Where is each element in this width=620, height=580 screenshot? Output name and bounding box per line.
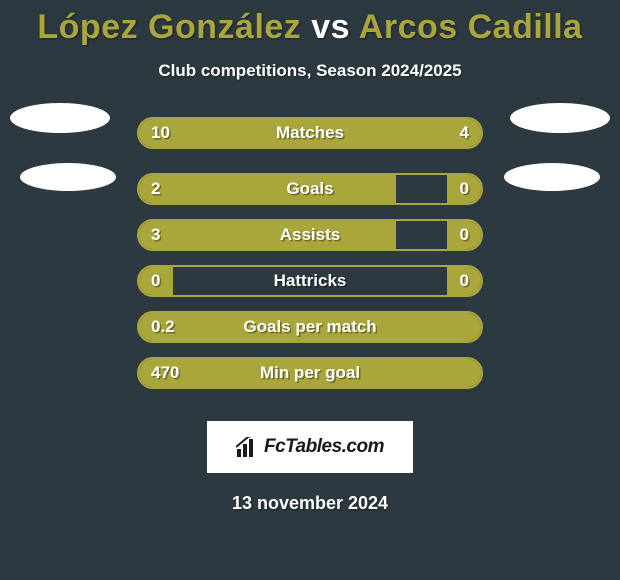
stat-bar: 0.2 Goals per match	[137, 311, 483, 343]
stat-bar: 10 4 Matches	[137, 117, 483, 149]
stat-row: 3 0 Assists	[0, 219, 620, 265]
stat-bar: 0 0 Hattricks	[137, 265, 483, 297]
stat-value-left: 2	[151, 175, 160, 203]
vs-label: vs	[311, 8, 350, 46]
player2-club-placeholder	[504, 163, 600, 191]
stat-bar-left	[139, 175, 396, 203]
subtitle: Club competitions, Season 2024/2025	[0, 61, 620, 81]
player1-avatar-placeholder	[10, 103, 110, 133]
stat-value-right: 0	[460, 175, 469, 203]
title: López González vs Arcos Cadilla	[0, 8, 620, 47]
brand-box: FcTables.com	[207, 421, 413, 473]
stat-value-left: 0.2	[151, 313, 175, 341]
stat-value-right: 0	[460, 221, 469, 249]
stat-value-left: 10	[151, 119, 170, 147]
stat-bar: 3 0 Assists	[137, 219, 483, 251]
stat-bar-left	[139, 221, 396, 249]
stats-rows: 10 4 Matches 2 0 Goals 3 0 Assists	[0, 117, 620, 403]
stat-value-right: 4	[460, 119, 469, 147]
stat-bar-left	[139, 119, 382, 147]
brand-text: FcTables.com	[264, 436, 384, 458]
stat-bar-left	[139, 359, 481, 387]
stat-bar: 470 Min per goal	[137, 357, 483, 389]
stat-bar: 2 0 Goals	[137, 173, 483, 205]
stat-row: 0.2 Goals per match	[0, 311, 620, 357]
date-label: 13 november 2024	[0, 493, 620, 514]
stat-value-left: 3	[151, 221, 160, 249]
player2-avatar-placeholder	[510, 103, 610, 133]
stat-row: 470 Min per goal	[0, 357, 620, 403]
comparison-card: López González vs Arcos Cadilla Club com…	[0, 0, 620, 514]
stat-value-left: 470	[151, 359, 179, 387]
stat-label: Hattricks	[139, 267, 481, 295]
bar-chart-icon	[236, 437, 260, 457]
player2-name: Arcos Cadilla	[359, 8, 583, 46]
stat-value-left: 0	[151, 267, 160, 295]
stat-row: 2 0 Goals	[0, 173, 620, 219]
stat-row: 0 0 Hattricks	[0, 265, 620, 311]
player1-name: López González	[37, 8, 301, 46]
brand-inner: FcTables.com	[236, 436, 384, 458]
stat-bar-left	[139, 313, 481, 341]
player1-club-placeholder	[20, 163, 116, 191]
stat-value-right: 0	[460, 267, 469, 295]
